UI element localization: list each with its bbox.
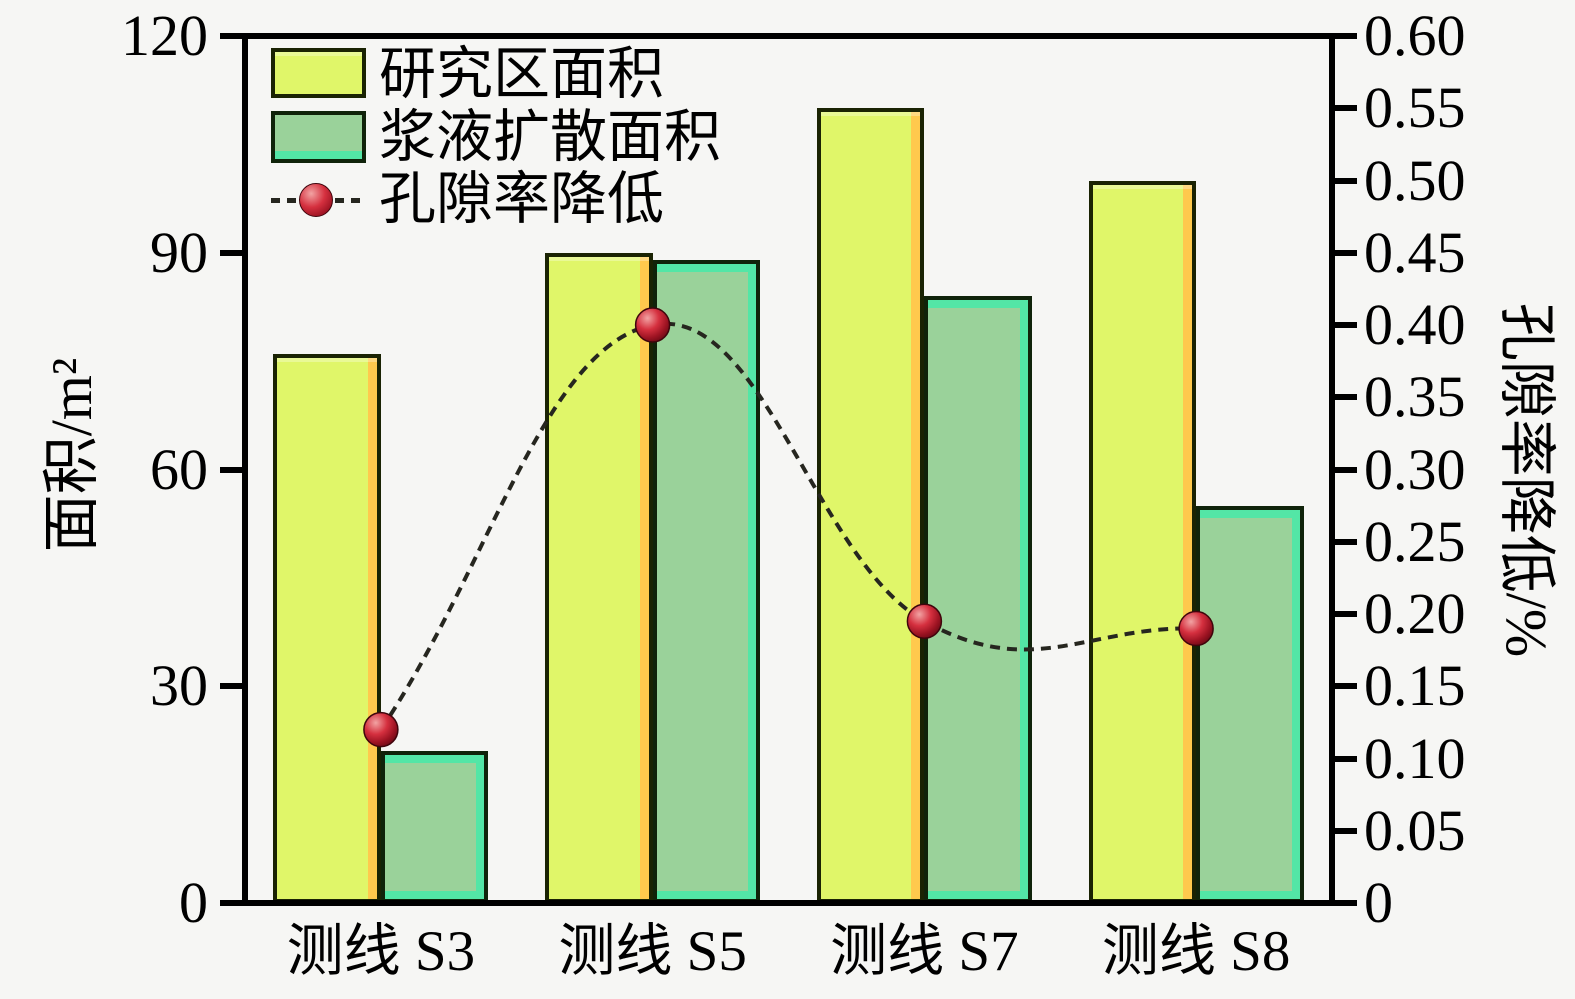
x-axis-label: 测线 S5 [558,920,747,983]
right-axis-tick [1335,177,1357,184]
right-axis-tick-label: 0.05 [1364,797,1466,863]
x-axis-label: 测线 S7 [830,920,1019,983]
right-axis-tick-label: 0.35 [1364,364,1466,430]
legend-label-study-area: 研究区面积 [379,43,664,106]
porosity-marker-3 [906,603,943,639]
slurry-area-bar-4 [1196,505,1304,903]
plot-area [245,36,1332,903]
legend-swatch-slurry-area [271,111,366,163]
right-axis-tick-label: 0 [1364,870,1393,935]
right-axis-tick [1335,755,1357,762]
legend-label-porosity: 孔隙率降低 [379,168,664,231]
left-axis-tick-label: 0 [179,870,208,935]
slurry-area-bar-1 [380,751,489,903]
legend-sphere-marker-icon [299,183,333,217]
left-axis-tick-label: 120 [121,3,208,68]
right-axis-tick-label: 0.25 [1364,508,1466,574]
right-axis-tick [1335,827,1357,834]
study-area-bar-1 [273,353,381,903]
porosity-line-layer [363,307,1214,748]
left-axis-tick [220,900,242,906]
slurry-area-bar-3 [924,296,1032,903]
right-axis-tick [1335,683,1357,690]
porosity-dashed-line [379,321,1197,731]
x-axis-label: 测线 S3 [286,920,476,983]
slurry-area-bar-2 [652,259,761,903]
porosity-marker-1 [363,711,399,748]
right-axis-tick [1335,33,1357,39]
left-axis-tick-label: 30 [150,653,208,719]
legend-label-slurry-area: 浆液扩散面积 [379,106,721,169]
right-axis-tick [1335,900,1357,906]
right-axis-tick-label: 0.10 [1364,725,1466,791]
porosity-marker-2 [634,307,671,343]
right-axis-tick [1335,466,1357,473]
left-axis-tick [220,33,242,39]
right-axis-tick-label: 0.30 [1364,436,1466,502]
left-axis-tick [220,249,242,256]
right-axis-tick-label: 0.55 [1364,75,1466,141]
left-axis-tick-label: 60 [150,436,208,502]
left-axis-tick [220,683,242,690]
right-axis-tick [1335,538,1357,545]
right-axis-tick-label: 0.20 [1364,581,1466,646]
right-axis-tick-label: 0.45 [1364,219,1466,285]
right-axis-tick [1335,249,1357,256]
right-axis-tick [1335,611,1357,617]
legend-swatch-study-area [271,48,366,98]
x-axis-label: 测线 S8 [1101,920,1291,983]
right-axis-tick-label: 0.50 [1364,147,1466,213]
porosity-marker-4 [1178,610,1214,647]
right-axis-tick [1335,394,1357,401]
right-axis-tick-label: 0.15 [1364,653,1466,719]
right-axis-tick [1335,322,1357,328]
left-axis-tick-label: 90 [150,219,208,285]
study-area-bar-4 [1088,180,1197,903]
study-area-bar-3 [816,108,925,903]
right-axis-tick-label: 0.60 [1364,3,1466,68]
right-axis-tick-label: 0.40 [1364,292,1466,357]
left-axis-tick [220,466,242,473]
right-axis-tick [1335,105,1357,112]
